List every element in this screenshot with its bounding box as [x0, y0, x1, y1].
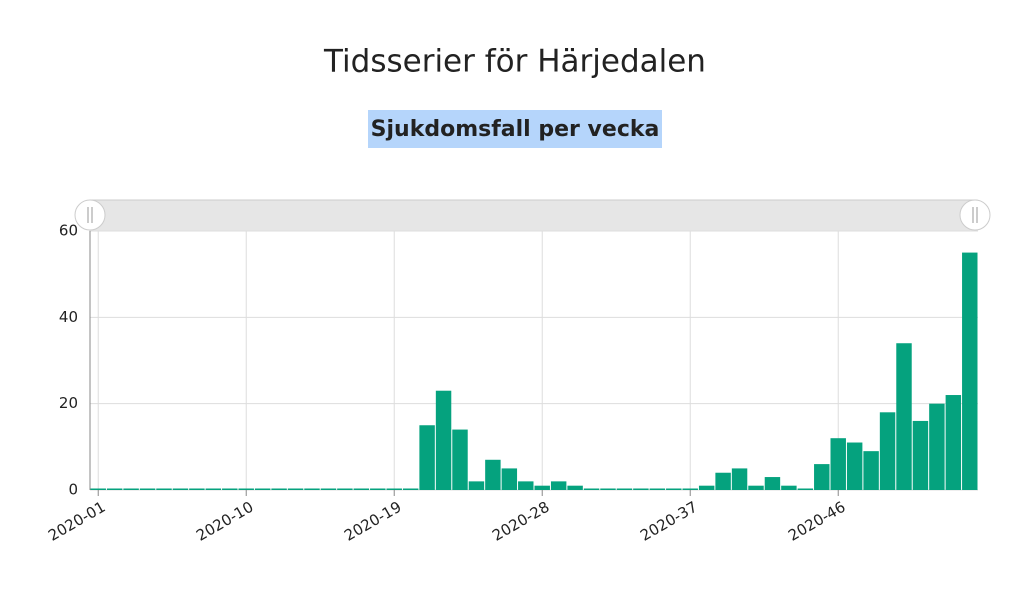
y-tick-label: 20 — [59, 394, 78, 412]
bar — [633, 488, 649, 490]
bar — [106, 488, 123, 490]
bar — [370, 488, 386, 490]
bar — [386, 488, 402, 490]
bar — [435, 390, 452, 490]
bar — [485, 459, 501, 490]
bar — [139, 488, 156, 490]
bar — [123, 488, 139, 490]
bar — [567, 485, 583, 490]
bar — [945, 395, 962, 490]
bar — [814, 464, 830, 490]
bar — [682, 488, 698, 490]
bar — [550, 481, 567, 490]
bar — [962, 252, 978, 490]
range-slider[interactable] — [89, 199, 978, 232]
bar — [846, 442, 863, 490]
x-tick-label: 2020-37 — [637, 498, 700, 545]
bar — [518, 481, 534, 490]
bar — [337, 488, 353, 490]
x-tick-label: 2020-01 — [45, 498, 108, 545]
x-tick-label: 2020-46 — [785, 498, 848, 545]
bar — [304, 488, 320, 490]
bar — [254, 488, 271, 490]
bar — [238, 488, 254, 490]
bar — [271, 488, 287, 490]
bar — [879, 412, 896, 490]
chart-title: Tidsserier för Härjedalen — [323, 44, 706, 80]
bar — [616, 488, 633, 490]
y-tick-label: 40 — [59, 308, 78, 326]
x-tick-label: 2020-19 — [341, 498, 404, 545]
bar — [715, 472, 731, 490]
x-tick-label: 2020-28 — [489, 498, 552, 545]
slider-handle-left[interactable] — [74, 199, 106, 231]
bar — [501, 468, 518, 490]
bar — [172, 488, 189, 490]
bar — [748, 485, 764, 490]
bar — [929, 403, 945, 490]
bar — [698, 485, 715, 490]
bar — [896, 343, 912, 490]
bar — [764, 477, 781, 490]
bar — [452, 429, 468, 490]
y-tick-label: 60 — [59, 222, 78, 240]
bar — [353, 488, 370, 490]
bar — [156, 488, 172, 490]
chart-subtitle: Sjukdomsfall per vecka — [371, 117, 660, 142]
bar — [222, 488, 238, 490]
bar — [583, 488, 600, 490]
bar — [205, 488, 222, 490]
bar — [797, 488, 814, 490]
selection-highlight — [368, 110, 662, 148]
bar — [534, 485, 550, 490]
bar — [320, 488, 337, 490]
bar — [649, 488, 666, 490]
bar — [419, 425, 435, 490]
bar — [402, 488, 419, 490]
y-tick-label: 0 — [68, 481, 78, 499]
bar — [912, 420, 929, 490]
bar — [781, 485, 797, 490]
bar — [468, 481, 485, 490]
bar — [731, 468, 748, 490]
bar — [830, 438, 846, 490]
bar — [287, 488, 304, 490]
bar — [600, 488, 616, 490]
slider-handle-right[interactable] — [959, 199, 991, 231]
bar — [863, 451, 879, 490]
bar — [666, 488, 682, 490]
bar — [189, 488, 205, 490]
x-tick-label: 2020-10 — [193, 498, 256, 545]
bar — [90, 488, 106, 490]
